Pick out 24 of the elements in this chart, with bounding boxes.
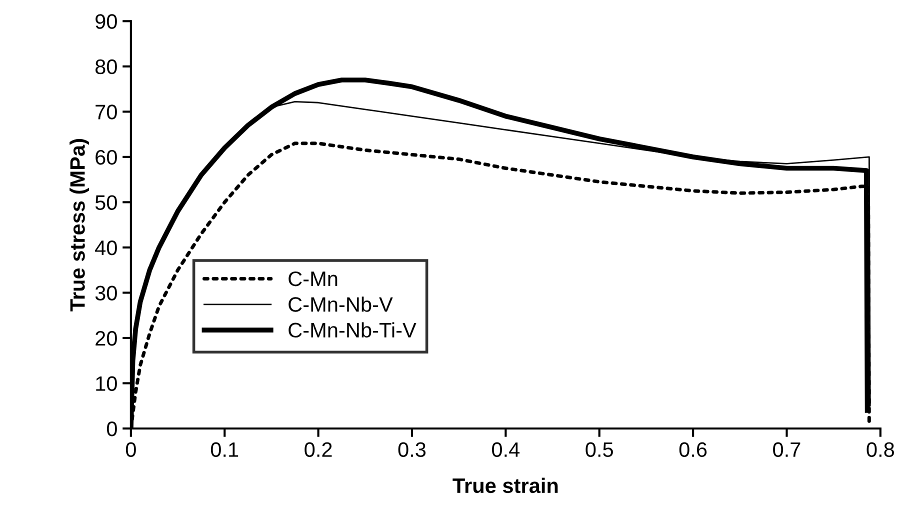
y-tick-label: 80	[95, 59, 117, 74]
y-tick-label: 0	[106, 421, 117, 436]
y-tick-label: 30	[95, 286, 117, 300]
y-tick-label: 50	[95, 195, 117, 210]
x-tick-label: 0.7	[773, 442, 800, 457]
y-tick-label: 40	[95, 240, 117, 256]
y-tick-label: 10	[96, 376, 117, 391]
x-tick-label: 0.4	[492, 442, 520, 457]
x-tick-label: 0.8	[866, 442, 894, 457]
y-tick-label: 90	[96, 14, 117, 29]
x-axis-title: True strain	[452, 478, 558, 494]
y-tick-label: 60	[96, 150, 117, 165]
x-tick-label: 0.3	[398, 442, 426, 457]
legend-label: C-Mn-Nb-V	[288, 296, 393, 312]
x-tick-label: 0.5	[586, 442, 613, 457]
y-tick-label: 70	[96, 104, 117, 120]
y-tick-label: 20	[96, 330, 117, 346]
legend-label: C-Mn-Nb-Ti-V	[288, 322, 416, 338]
legend-label: C-Mn	[288, 271, 338, 286]
x-tick-label: 0.1	[210, 442, 238, 457]
x-tick-label: 0.6	[679, 442, 707, 457]
x-tick-label: 0	[126, 442, 136, 457]
y-axis-title: True stress (MPa)	[70, 139, 90, 312]
x-tick-label: 0.2	[304, 442, 332, 457]
